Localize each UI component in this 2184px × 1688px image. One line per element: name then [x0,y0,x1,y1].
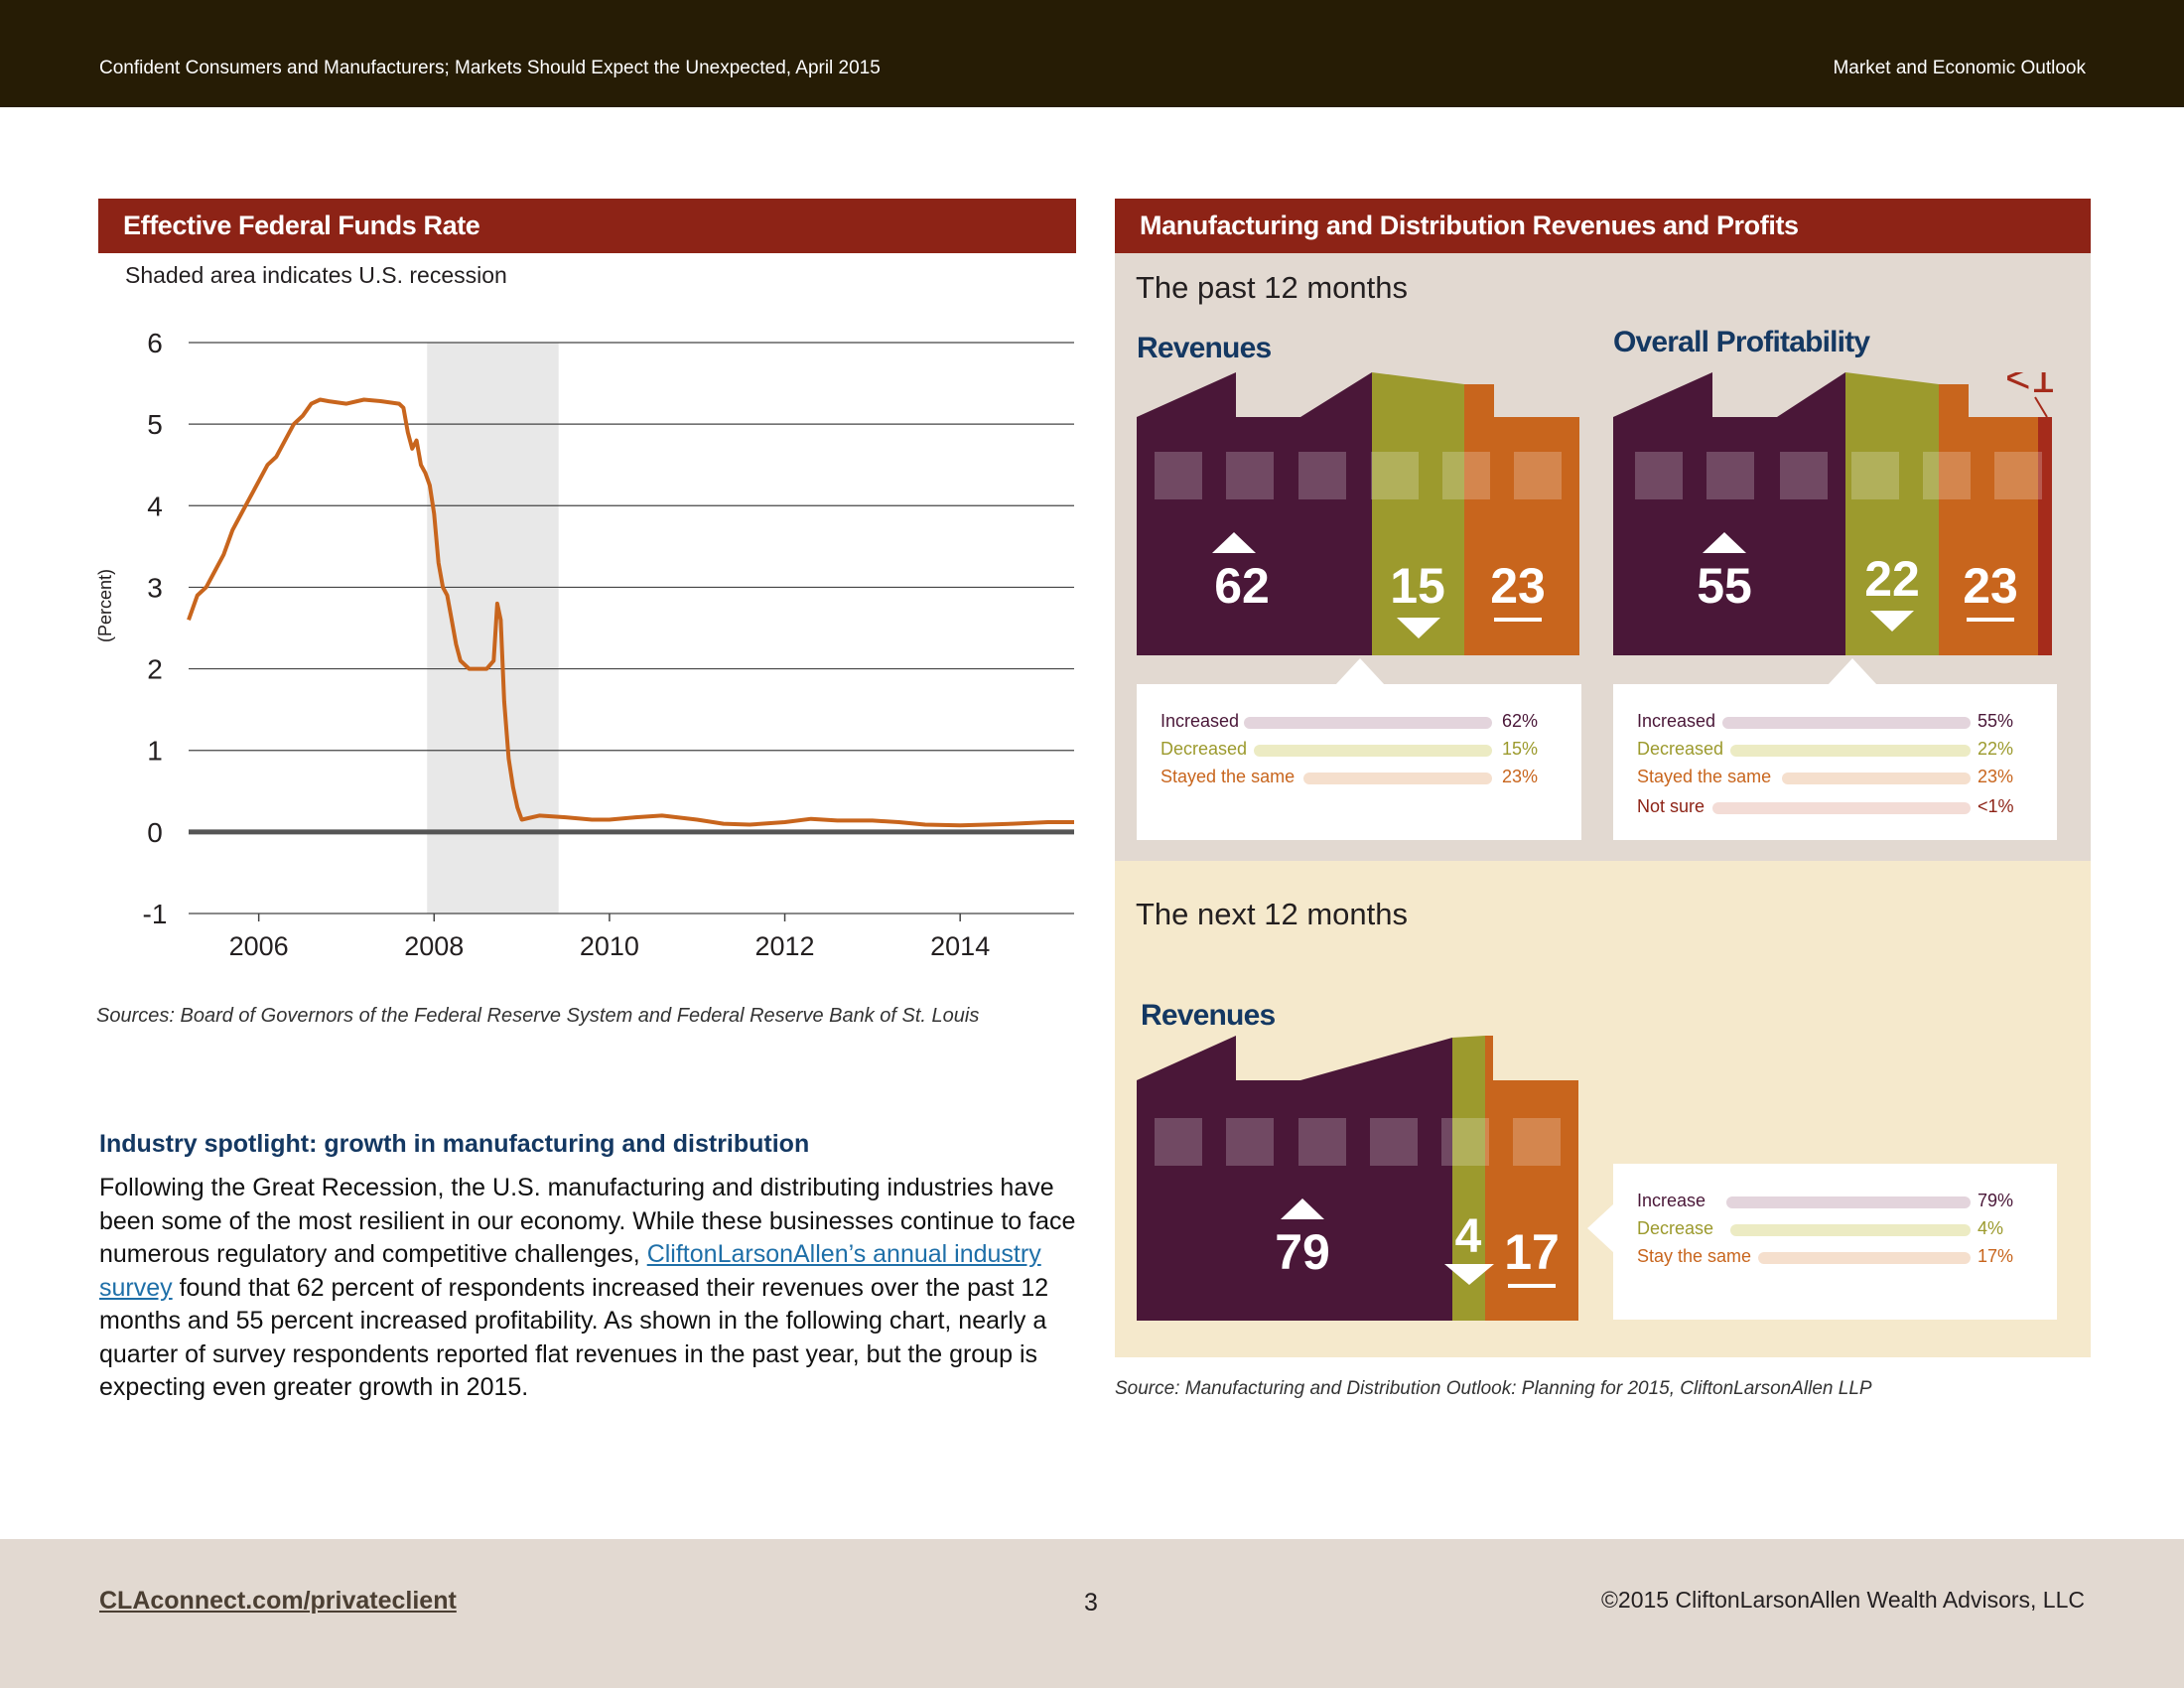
chart-gridlines [189,342,1074,914]
up-arrow-icon [1281,1198,1324,1219]
y-tick-label: 1 [147,736,163,767]
legend-row-increase: Increase 79% [1637,1191,2014,1210]
ffr-line-chart: -1 0 1 2 3 4 5 6 2006 2008 2010 2012 2014 (Percent) [95,328,1074,961]
past-profitability-not-sure-value: <1 [2005,372,2055,402]
x-tick-label: 2008 [404,931,464,961]
y-tick-label: -1 [143,899,168,929]
copyright-notice: ©2015 CliftonLarsonAllen Wealth Advisors… [1600,1587,2085,1613]
y-tick-label: 0 [147,817,163,848]
next-revenues-decrease-value: 4 [1455,1210,1482,1263]
y-tick-label: 2 [147,654,163,685]
not-sure-segment [2038,417,2052,655]
mfg-infographic-title: Manufacturing and Distribution Revenues … [1115,199,2091,253]
ffr-series [187,397,1074,828]
past-revenues-decreased-value: 15 [1390,558,1445,614]
past-revenues-same-value: 23 [1490,558,1546,614]
y-tick-label: 5 [147,409,163,440]
next-revenues-label: Revenues [1141,999,1276,1032]
y-axis-label: (Percent) [95,569,115,642]
past-revenues-increased-value: 62 [1214,558,1270,614]
next-revenues-factory-graphic: 79 4 17 [1137,1036,1578,1321]
website-link[interactable]: CLAconnect.com/privateclient [99,1587,457,1615]
legend-row-same: Stay the same 17% [1637,1246,2014,1266]
legend-row-same: Stayed the same 23% [1160,767,1539,786]
legend-row-increased: Increased 55% [1637,711,2014,731]
factory-windows [1635,452,2042,499]
x-tick-label: 2006 [229,931,289,961]
spotlight-paragraph: Following the Great Recession, the U.S. … [99,1172,1092,1405]
past-revenues-factory-graphic: 62 15 23 [1137,372,1579,655]
flat-dash-icon [1494,618,1542,622]
decreased-segment [1372,372,1464,655]
down-arrow-icon [1397,618,1440,638]
legend-row-decreased: Decreased 22% [1637,739,2014,759]
past-profitability-factory-graphic: 55 22 23 <1 [1613,372,2055,655]
next-revenues-increase-value: 79 [1275,1224,1330,1280]
recession-shading [427,343,559,914]
factory-windows [1155,1118,1561,1166]
x-tick-label: 2010 [580,931,639,961]
y-tick-label: 3 [147,572,163,603]
past-profitability-label: Overall Profitability [1613,326,1870,358]
past-profitability-same-value: 23 [1963,558,2018,614]
past-profitability-increased-value: 55 [1697,558,1752,614]
past-profitability-decreased-value: 22 [1864,551,1920,607]
y-tick-label: 6 [147,328,163,358]
past-12-months-heading: The past 12 months [1136,270,1408,305]
legend-row-increased: Increased 62% [1160,711,1539,731]
next-12-months-heading: The next 12 months [1136,897,1408,931]
mfg-infographic-source: Source: Manufacturing and Distribution O… [1115,1378,1872,1399]
spotlight-text-after: found that 62 percent of respondents inc… [99,1273,1049,1402]
up-arrow-icon [1703,532,1746,553]
legend-row-decreased: Decreased 15% [1160,739,1539,759]
document-title: Confident Consumers and Manufacturers; M… [99,58,881,78]
spotlight-heading: Industry spotlight: growth in manufactur… [99,1130,810,1158]
spotlight-text-before: Following the Great Recession, the U.S. … [99,1174,1076,1268]
increased-segment [1613,372,1845,655]
ffr-chart-source: Sources: Board of Governors of the Feder… [96,1005,980,1027]
top-header-bar: Confident Consumers and Manufacturers; M… [0,0,2184,107]
past-revenues-label: Revenues [1137,332,1272,364]
y-axis-tick-labels: -1 0 1 2 3 4 5 6 [143,328,168,929]
x-axis-tick-labels: 2006 2008 2010 2012 2014 [229,914,990,961]
same-segment [1485,1080,1578,1321]
past-profitability-legend: Increased 55% Decreased 22% Stayed the s… [1613,658,2057,840]
y-tick-label: 4 [147,491,163,521]
page-footer: CLAconnect.com/privateclient 3 ©2015 Cli… [0,1539,2184,1688]
page-number: 3 [1084,1589,1098,1617]
down-arrow-icon [1444,1264,1494,1285]
decreased-segment [1845,372,1939,655]
past-revenues-legend: Increased 62% Decreased 15% Stayed the s… [1137,658,1581,840]
same-segment [1939,384,1969,655]
ffr-chart-title: Effective Federal Funds Rate [98,199,1076,253]
factory-windows [1155,452,1562,499]
flat-dash-icon [1508,1284,1556,1288]
increased-segment [1137,372,1372,655]
legend-row-same: Stayed the same 23% [1637,767,2014,786]
next-revenues-same-value: 17 [1504,1224,1560,1280]
ffr-chart-subtitle: Shaded area indicates U.S. recession [125,262,507,288]
x-tick-label: 2014 [930,931,990,961]
legend-row-decrease: Decrease 4% [1637,1218,2004,1238]
down-arrow-icon [1870,611,1914,632]
legend-row-not-sure: Not sure <1% [1637,796,2014,816]
industry-survey-link[interactable]: CliftonLarsonAllen’s annual industry sur… [99,1240,1041,1302]
section-name: Market and Economic Outlook [1833,58,2086,78]
x-tick-label: 2012 [755,931,815,961]
increase-segment [1137,1036,1452,1321]
next-revenues-legend: Increase 79% Decrease 4% Stay the same 1… [1587,1164,2057,1320]
decrease-segment [1452,1036,1485,1321]
flat-dash-icon [1967,618,2014,622]
up-arrow-icon [1212,532,1256,553]
ffr-series-line [187,397,1074,828]
